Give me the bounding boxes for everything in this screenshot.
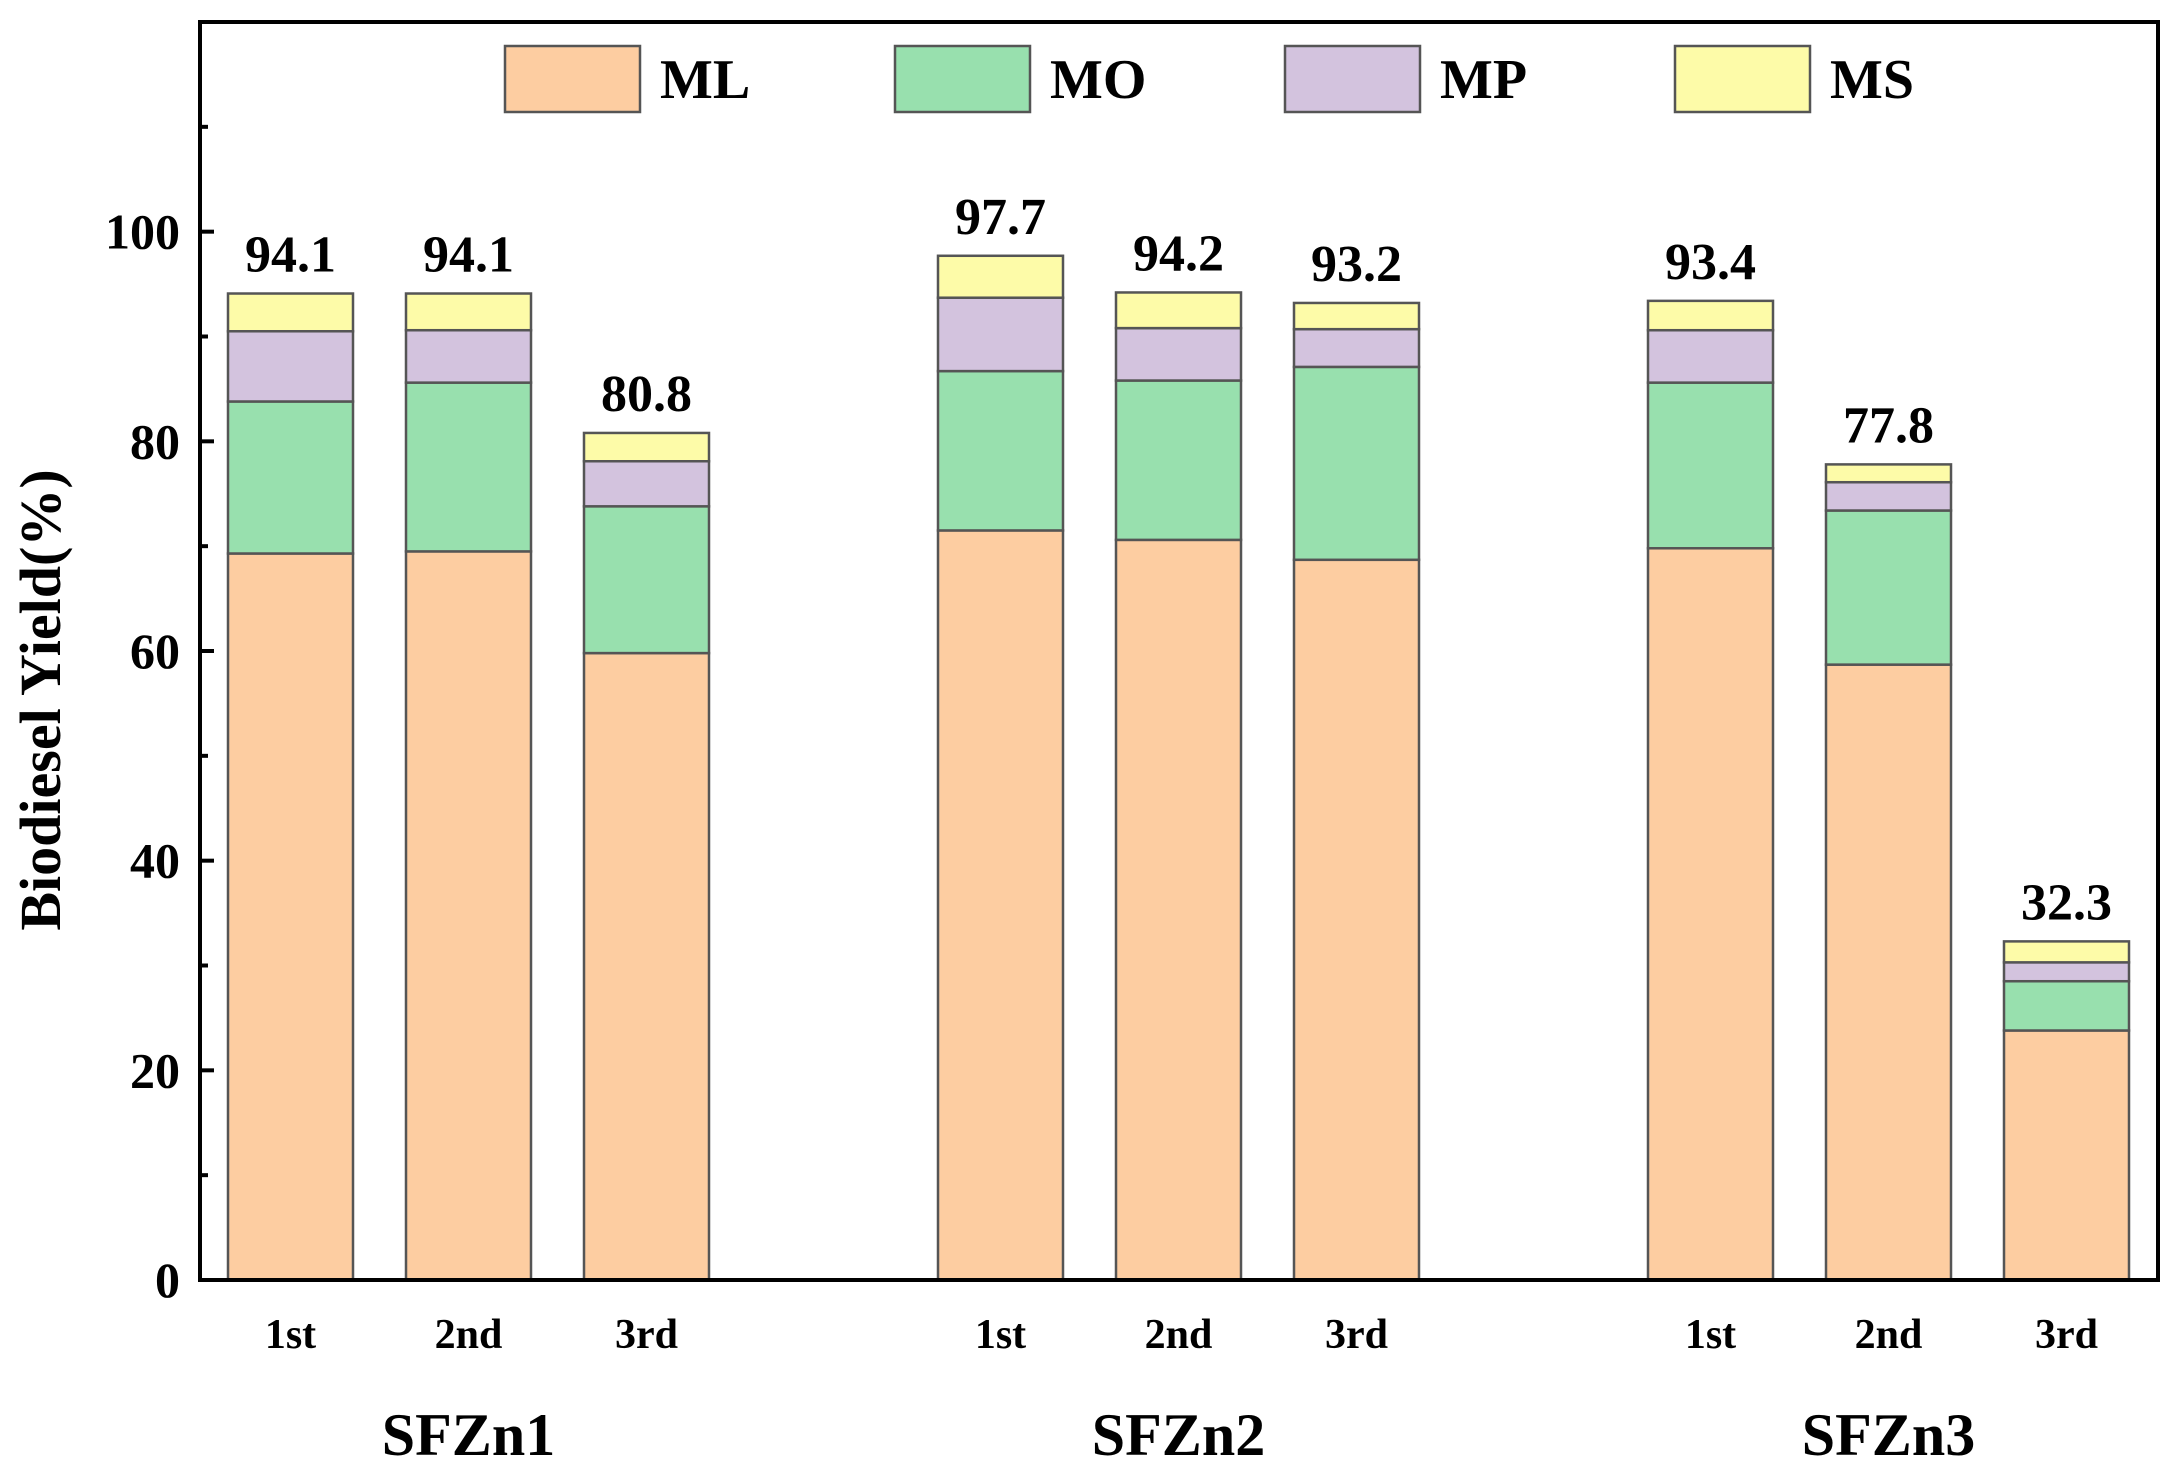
bar-sfzn2-1st-mp <box>936 296 1065 373</box>
x-tick-label-sfzn1-3rd: 3rd <box>615 1312 678 1358</box>
bar-sfzn3-2nd-ml <box>1824 663 1953 1282</box>
bar-sfzn3-3rd-ml <box>2002 1029 2131 1282</box>
x-tick-label-sfzn2-1st: 1st <box>975 1312 1026 1358</box>
y-tick-label-0: 0 <box>155 1252 180 1308</box>
bar-sfzn1-3rd-ml <box>582 651 711 1282</box>
bar-sfzn3-1st-mo <box>1646 381 1775 550</box>
bar-sfzn3-2nd-ms <box>1824 463 1953 484</box>
bar-sfzn3-3rd-mp <box>2002 961 2131 983</box>
y-tick-label-100: 100 <box>105 204 180 260</box>
bar-sfzn1-1st-mo <box>226 400 355 555</box>
total-label-sfzn3-3rd: 32.3 <box>2021 874 2112 931</box>
legend-label-mo: MO <box>1050 49 1146 111</box>
bar-sfzn1-1st-mp <box>226 330 355 403</box>
bar-sfzn2-2nd-mo <box>1114 379 1243 542</box>
bar-sfzn2-2nd-ms <box>1114 291 1243 330</box>
group-label-sfzn2: SFZn2 <box>1092 1402 1265 1468</box>
bar-sfzn1-2nd-mp <box>404 328 533 384</box>
legend-swatch-ms <box>1673 44 1812 114</box>
x-tick-label-sfzn1-2nd: 2nd <box>435 1312 503 1358</box>
bars-layer <box>226 254 2131 1282</box>
x-tick-label-sfzn2-2nd: 2nd <box>1145 1312 1213 1358</box>
bar-sfzn1-3rd-ms <box>582 431 711 463</box>
bar-sfzn3-3rd-ms <box>2002 940 2131 964</box>
bar-sfzn3-1st-ml <box>1646 547 1775 1282</box>
legend: ML MO MP MS <box>503 44 1914 114</box>
x-tick-label-sfzn3-2nd: 2nd <box>1855 1312 1923 1358</box>
bar-sfzn1-1st-ml <box>226 552 355 1282</box>
bar-sfzn1-1st-ms <box>226 292 355 333</box>
bar-sfzn2-2nd-mp <box>1114 326 1243 382</box>
bar-sfzn2-3rd-ml <box>1292 558 1421 1282</box>
legend-swatch-mp <box>1283 44 1422 114</box>
bar-sfzn2-2nd-ml <box>1114 538 1243 1282</box>
bar-sfzn1-2nd-ms <box>404 292 533 332</box>
legend-swatch-mo <box>893 44 1032 114</box>
bar-sfzn2-1st-ms <box>936 254 1065 299</box>
bar-sfzn3-1st-mp <box>1646 328 1775 384</box>
total-label-sfzn2-2nd: 94.2 <box>1133 225 1224 282</box>
total-label-sfzn3-2nd: 77.8 <box>1843 397 1934 454</box>
bar-sfzn3-2nd-mp <box>1824 480 1953 512</box>
bar-sfzn3-3rd-mo <box>2002 979 2131 1032</box>
bar-sfzn3-2nd-mo <box>1824 509 1953 666</box>
y-tick-label-60: 60 <box>130 623 180 679</box>
x-tick-label-sfzn3-3rd: 3rd <box>2035 1312 2098 1358</box>
legend-swatch-ml <box>503 44 642 114</box>
y-tick-label-80: 80 <box>130 413 180 469</box>
total-label-sfzn1-2nd: 94.1 <box>423 227 514 284</box>
y-tick-label-20: 20 <box>130 1042 180 1098</box>
legend-label-ms: MS <box>1830 49 1914 111</box>
bar-sfzn1-3rd-mo <box>582 505 711 655</box>
bar-sfzn2-1st-mo <box>936 369 1065 532</box>
bar-sfzn3-1st-ms <box>1646 299 1775 332</box>
bar-sfzn1-2nd-ml <box>404 550 533 1282</box>
total-label-sfzn2-1st: 97.7 <box>955 189 1046 246</box>
bar-sfzn2-1st-ml <box>936 529 1065 1282</box>
y-axis-title: Biodiesel Yield(%) <box>8 469 73 930</box>
y-tick-label-40: 40 <box>130 833 180 889</box>
bar-sfzn2-3rd-mp <box>1292 327 1421 369</box>
total-label-sfzn2-3rd: 93.2 <box>1311 236 1402 293</box>
bar-sfzn1-3rd-mp <box>582 460 711 508</box>
group-label-sfzn3: SFZn3 <box>1802 1402 1975 1468</box>
total-label-sfzn1-1st: 94.1 <box>245 227 336 284</box>
axes-layer: 0 20 40 60 80 100 <box>105 20 2160 1308</box>
x-tick-label-sfzn3-1st: 1st <box>1685 1312 1736 1358</box>
bar-sfzn1-2nd-mo <box>404 381 533 553</box>
total-label-sfzn1-3rd: 80.8 <box>601 366 692 423</box>
x-tick-label-sfzn2-3rd: 3rd <box>1325 1312 1388 1358</box>
bar-sfzn2-3rd-ms <box>1292 301 1421 331</box>
group-label-sfzn1: SFZn1 <box>382 1402 555 1468</box>
legend-label-ml: ML <box>660 49 750 111</box>
x-tick-label-sfzn1-1st: 1st <box>265 1312 316 1358</box>
total-label-sfzn3-1st: 93.4 <box>1665 234 1756 291</box>
labels-layer: 94.1 1st 94.1 2nd 80.8 3rd SFZn1 97.7 1st 94.2 2nd… <box>245 189 2112 1468</box>
legend-label-mp: MP <box>1440 49 1527 111</box>
bar-sfzn2-3rd-mo <box>1292 365 1421 562</box>
